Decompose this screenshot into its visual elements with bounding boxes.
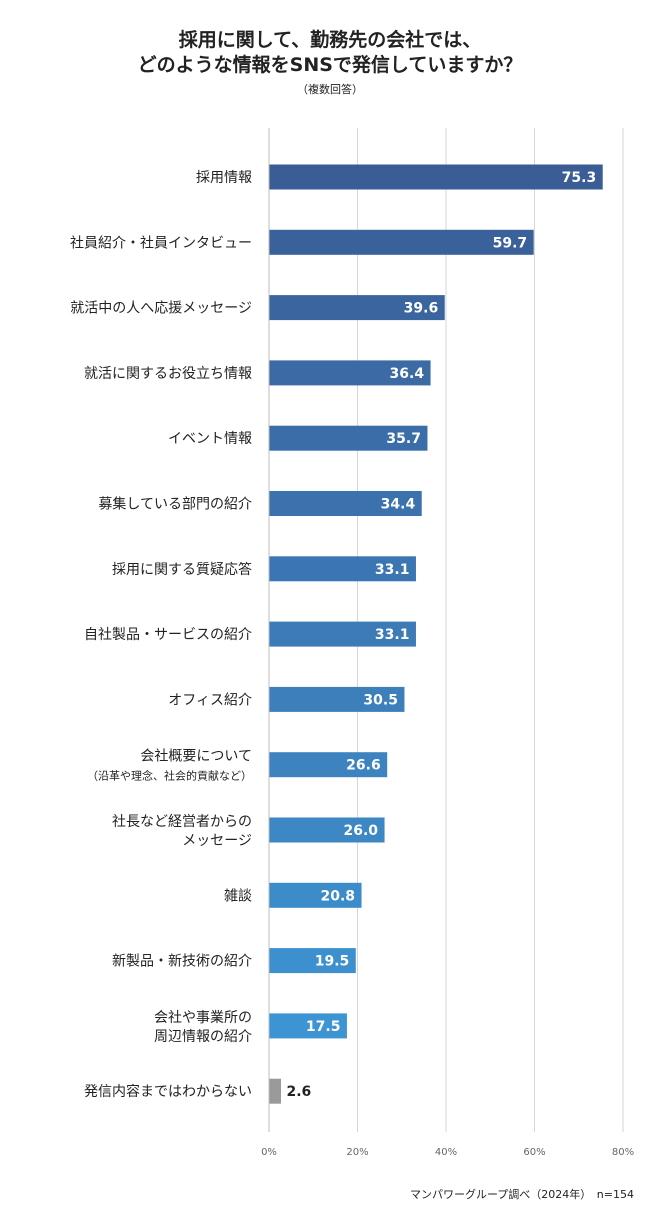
bar (269, 229, 534, 255)
x-tick-label: 20% (346, 1147, 368, 1158)
bar (269, 1078, 282, 1104)
bar-value-label: 33.1 (375, 562, 410, 578)
category-label: 発信内容まではわからない (84, 1083, 252, 1100)
bar (269, 164, 603, 190)
bar-value-label: 34.4 (381, 497, 416, 513)
bar-value-label: 2.6 (287, 1084, 312, 1100)
x-tick-label: 80% (612, 1147, 634, 1158)
category-label: （沿革や理念、社会的貢献など） (87, 769, 252, 783)
category-label: 社員紹介・社員インタビュー (70, 235, 252, 251)
bar-value-label: 36.4 (390, 366, 425, 382)
category-label: 採用に関する質疑応答 (112, 561, 252, 578)
bar-value-label: 35.7 (386, 431, 421, 447)
bar (269, 491, 422, 516)
bar (269, 686, 405, 712)
category-label: イベント情報 (168, 431, 252, 447)
bar-value-label: 19.5 (315, 954, 350, 970)
bar-chart: 0% 20% 40% 60% 80% 75.3 採用情報 59.7 社員紹介・社員インタビュー 3… (70, 128, 634, 1158)
chart-title-line2: どのような情報をSNSで発信していますか？ (137, 54, 523, 76)
category-label: オフィス紹介 (168, 692, 252, 708)
category-label: 社長など経営者からの (112, 814, 252, 830)
bar (269, 752, 388, 778)
bar (269, 1013, 347, 1039)
category-label: 採用情報 (196, 170, 252, 186)
bar (269, 425, 428, 451)
bar-value-label: 59.7 (493, 235, 528, 251)
bar (269, 882, 362, 908)
bar (269, 360, 431, 386)
bar-value-label: 39.6 (404, 301, 439, 317)
bar-value-label: 30.5 (363, 692, 398, 708)
chart-subtitle: （複数回答） (297, 83, 363, 96)
category-label: メッセージ (182, 833, 252, 849)
bar-value-label: 75.3 (562, 170, 597, 186)
bar-value-label: 20.8 (320, 888, 355, 904)
category-label: 就活中の人へ応援メッセージ (70, 301, 252, 317)
bar (269, 817, 385, 843)
category-label: 雑談 (224, 888, 252, 904)
category-label: 自社製品・サービスの紹介 (84, 627, 252, 643)
x-tick-label: 40% (435, 1147, 457, 1158)
bar-value-label: 33.1 (375, 627, 410, 643)
category-label: 会社や事業所の (154, 1010, 252, 1026)
source-note: マンパワーグループ調べ（2024年） n=154 (409, 1188, 634, 1201)
category-label: 就活に関するお役立ち情報 (84, 366, 252, 382)
bar (269, 948, 356, 974)
bar (269, 295, 445, 321)
bar (269, 556, 416, 582)
x-tick-label: 0% (261, 1147, 277, 1158)
bar-value-label: 17.5 (306, 1019, 341, 1035)
category-label: 周辺情報の紹介 (154, 1029, 252, 1045)
category-label: 会社概要について (140, 749, 252, 765)
category-label: 新製品・新技術の紹介 (112, 954, 252, 970)
bar-value-label: 26.6 (346, 758, 381, 774)
bar-value-label: 26.0 (344, 823, 379, 839)
category-label: 募集している部門の紹介 (98, 496, 252, 513)
bar (269, 621, 416, 647)
chart-title-line1: 採用に関して、勤務先の会社では、 (178, 29, 482, 51)
x-tick-label: 60% (523, 1147, 545, 1158)
